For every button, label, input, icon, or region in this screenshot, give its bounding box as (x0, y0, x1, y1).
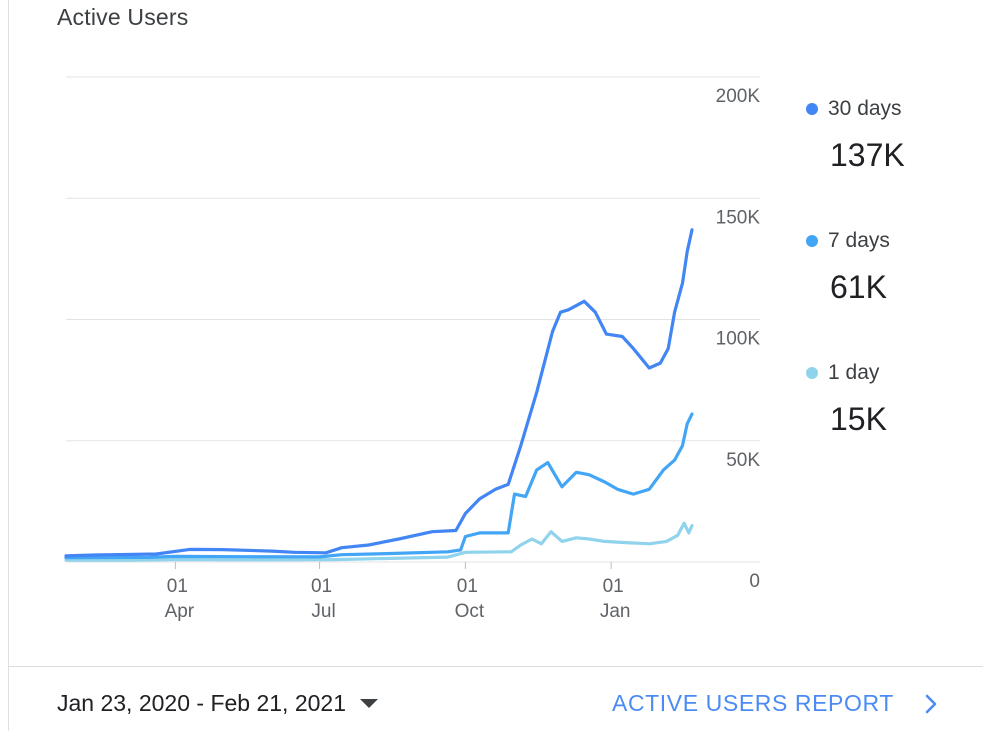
report-link-label: ACTIVE USERS REPORT (612, 690, 894, 716)
x-tick-month: Apr (165, 601, 195, 622)
date-range-selector[interactable]: Jan 23, 2020 - Feb 21, 2021 (57, 690, 378, 717)
series-line-7-days (64, 412, 694, 560)
x-tick-day: 01 (457, 576, 478, 597)
active-users-report-link[interactable]: ACTIVE USERS REPORT (612, 690, 938, 717)
series-line-30-days (64, 228, 694, 558)
y-tick-label: 200K (716, 86, 761, 107)
y-tick-label: 0 (749, 571, 760, 592)
chevron-right-icon (925, 694, 937, 713)
legend-value-1-day: 15K (830, 401, 887, 437)
x-tick-month: Jul (311, 601, 335, 622)
card-title: Active Users (57, 4, 189, 30)
caret-down-icon (360, 699, 378, 708)
legend-dot-30-days (806, 103, 818, 115)
y-tick-label: 100K (716, 329, 761, 350)
legend-7-days: 7 days 61K (806, 229, 890, 306)
legend-label-1-day: 1 day (828, 361, 880, 384)
x-tick-day: 01 (311, 576, 332, 597)
legend-label-7-days: 7 days (828, 229, 890, 252)
legend-30-days: 30 days 137K (806, 97, 905, 174)
legend-dot-1-day (806, 367, 818, 379)
x-tick-month: Oct (455, 601, 485, 622)
series-line-1-day (64, 521, 694, 562)
x-tick-month: Jan (600, 601, 631, 622)
card-left-border (8, 0, 9, 731)
active-users-chart: 0 50K 100K 150K 200K 01 Apr 01 Jul 01 Oct 01 Jan (64, 76, 761, 622)
y-tick-label: 150K (716, 207, 761, 228)
date-range-label: Jan 23, 2020 - Feb 21, 2021 (57, 690, 346, 716)
legend-value-7-days: 61K (830, 269, 887, 305)
x-tick-day: 01 (167, 576, 188, 597)
legend-label-30-days: 30 days (828, 97, 902, 120)
legend-value-30-days: 137K (830, 137, 905, 173)
footer-divider (8, 666, 983, 667)
legend-1-day: 1 day 15K (806, 361, 887, 438)
legend-dot-7-days (806, 235, 818, 247)
y-tick-label: 50K (726, 450, 760, 471)
x-tick-day: 01 (603, 576, 624, 597)
